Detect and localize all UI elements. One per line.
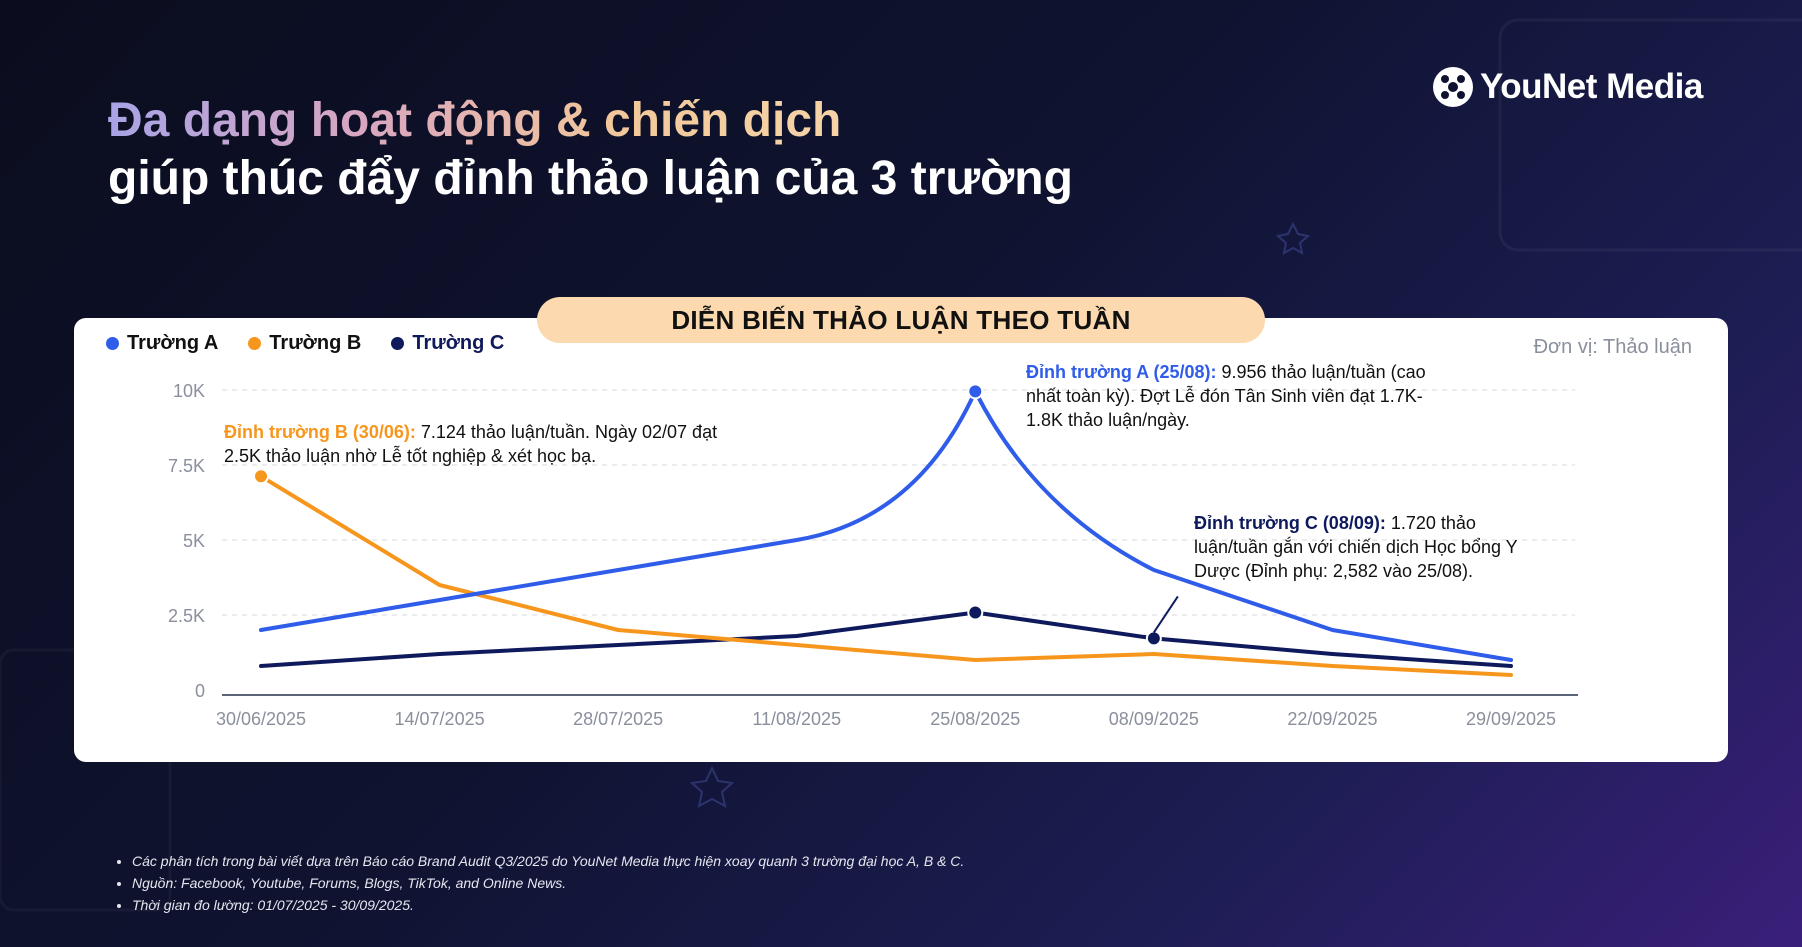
title-line-2: giúp thúc đẩy đỉnh thảo luận của 3 trườn…: [108, 152, 1073, 205]
annotation-text: 7.124 thảo luận/tuần. Ngày 02/07 đạt 2.5…: [224, 422, 718, 466]
title-line-1: Đa dạng hoạt động & chiến dịch: [108, 92, 841, 150]
annotation-truong-a: Đỉnh trường A (25/08): 9.956 thảo luận/t…: [1026, 360, 1446, 432]
x-tick-label: 25/08/2025: [930, 709, 1020, 729]
x-tick-label: 14/07/2025: [395, 709, 485, 729]
x-tick-label: 08/09/2025: [1109, 709, 1199, 729]
legend-label: Trường A: [127, 332, 219, 354]
chart-title-pill: DIỄN BIẾN THẢO LUẬN THEO TUẦN: [537, 297, 1265, 343]
legend-label: Trường B: [269, 332, 362, 354]
annotation-text: 9.956 thảo luận/tuần (cao nhất toàn kỳ).…: [1026, 362, 1426, 430]
younet-logo-icon: [1433, 67, 1473, 107]
legend-dot-icon: [391, 337, 405, 350]
footnote-item: Nguồn: Facebook, Youtube, Forums, Blogs,…: [132, 872, 964, 894]
y-tick-label: 5K: [183, 531, 205, 551]
peak-marker: [967, 383, 984, 400]
series-line-truong-c: [259, 610, 1513, 668]
younet-logo: YouNet Media: [1432, 66, 1703, 108]
annotation-truong-b: Đỉnh trường B (30/06): 7.124 thảo luận/t…: [224, 420, 744, 468]
footnote-item: Thời gian đo lường: 01/07/2025 - 30/09/2…: [132, 894, 964, 916]
peak-marker: [253, 468, 269, 485]
page-title: Đa dạng hoạt động & chiến dịch giúp thúc…: [108, 92, 1073, 208]
y-tick-label: 0: [195, 681, 205, 701]
x-tick-label: 11/08/2025: [752, 709, 841, 729]
legend-dot-icon: [106, 337, 119, 350]
chart-legend: Trường A Trường B Trường C: [106, 332, 504, 355]
annotation-title: Đỉnh trường C (08/09):: [1194, 513, 1386, 533]
annotation-title: Đỉnh trường B (30/06):: [224, 422, 416, 442]
y-tick-label: 7.5K: [168, 456, 205, 476]
y-tick-label: 2.5K: [168, 606, 205, 626]
legend-item-truong-b: Trường B: [248, 332, 361, 355]
peak-marker: [1145, 630, 1162, 647]
legend-label: Trường C: [412, 332, 505, 354]
chart-title: DIỄN BIẾN THẢO LUẬN THEO TUẦN: [671, 304, 1131, 335]
x-tick-label: 30/06/2025: [216, 709, 306, 729]
annotation-title: Đỉnh trường A (25/08):: [1026, 362, 1217, 382]
series-line-truong-b: [259, 474, 1513, 677]
legend-item-truong-a: Trường A: [106, 332, 218, 355]
unit-label: Đơn vị: Thảo luận: [1533, 336, 1692, 358]
peak-marker: [967, 604, 984, 621]
legend-dot-icon: [248, 337, 262, 350]
y-tick-label: 10K: [173, 381, 205, 401]
footnotes: Các phân tích trong bài viết dựa trên Bá…: [114, 850, 964, 916]
footnote-item: Các phân tích trong bài viết dựa trên Bá…: [132, 850, 964, 872]
x-tick-label: 29/09/2025: [1466, 709, 1556, 729]
x-tick-label: 22/09/2025: [1287, 709, 1377, 729]
legend-item-truong-c: Trường C: [391, 332, 504, 355]
logo-text: YouNet Media: [1480, 67, 1703, 106]
callout-line: [1153, 595, 1179, 633]
annotation-truong-c: Đỉnh trường C (08/09): 1.720 thảo luận/t…: [1194, 511, 1544, 583]
x-tick-label: 28/07/2025: [573, 709, 663, 729]
annotation-text: 1.720 thảo luận/tuần gắn với chiến dịch …: [1194, 513, 1518, 581]
